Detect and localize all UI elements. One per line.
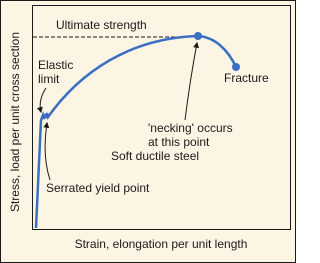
necking-label: at this point <box>148 135 210 149</box>
fracture-label: Fracture <box>224 71 269 85</box>
ultimate-label: Ultimate strength <box>56 18 147 32</box>
elastic-label: limit <box>38 72 60 86</box>
y-axis-label: Stress, load per unit cross section <box>8 32 22 212</box>
stress-strain-curve <box>34 34 238 229</box>
elastic-label: Elastic <box>38 58 73 72</box>
peak-point <box>194 32 202 40</box>
x-axis-label: Strain, elongation per unit length <box>75 237 248 251</box>
serrated-label: Serrated yield point <box>46 181 150 195</box>
material-label: Soft ductile steel <box>111 149 199 163</box>
arrow <box>36 87 47 114</box>
necking-label: 'necking' occurs <box>148 121 233 135</box>
arrow <box>184 41 200 121</box>
fracture-point <box>232 63 240 71</box>
arrow <box>43 121 51 181</box>
plot-box <box>32 5 291 230</box>
diagram: Ultimate strength Elastic limit 'necking… <box>0 0 296 263</box>
